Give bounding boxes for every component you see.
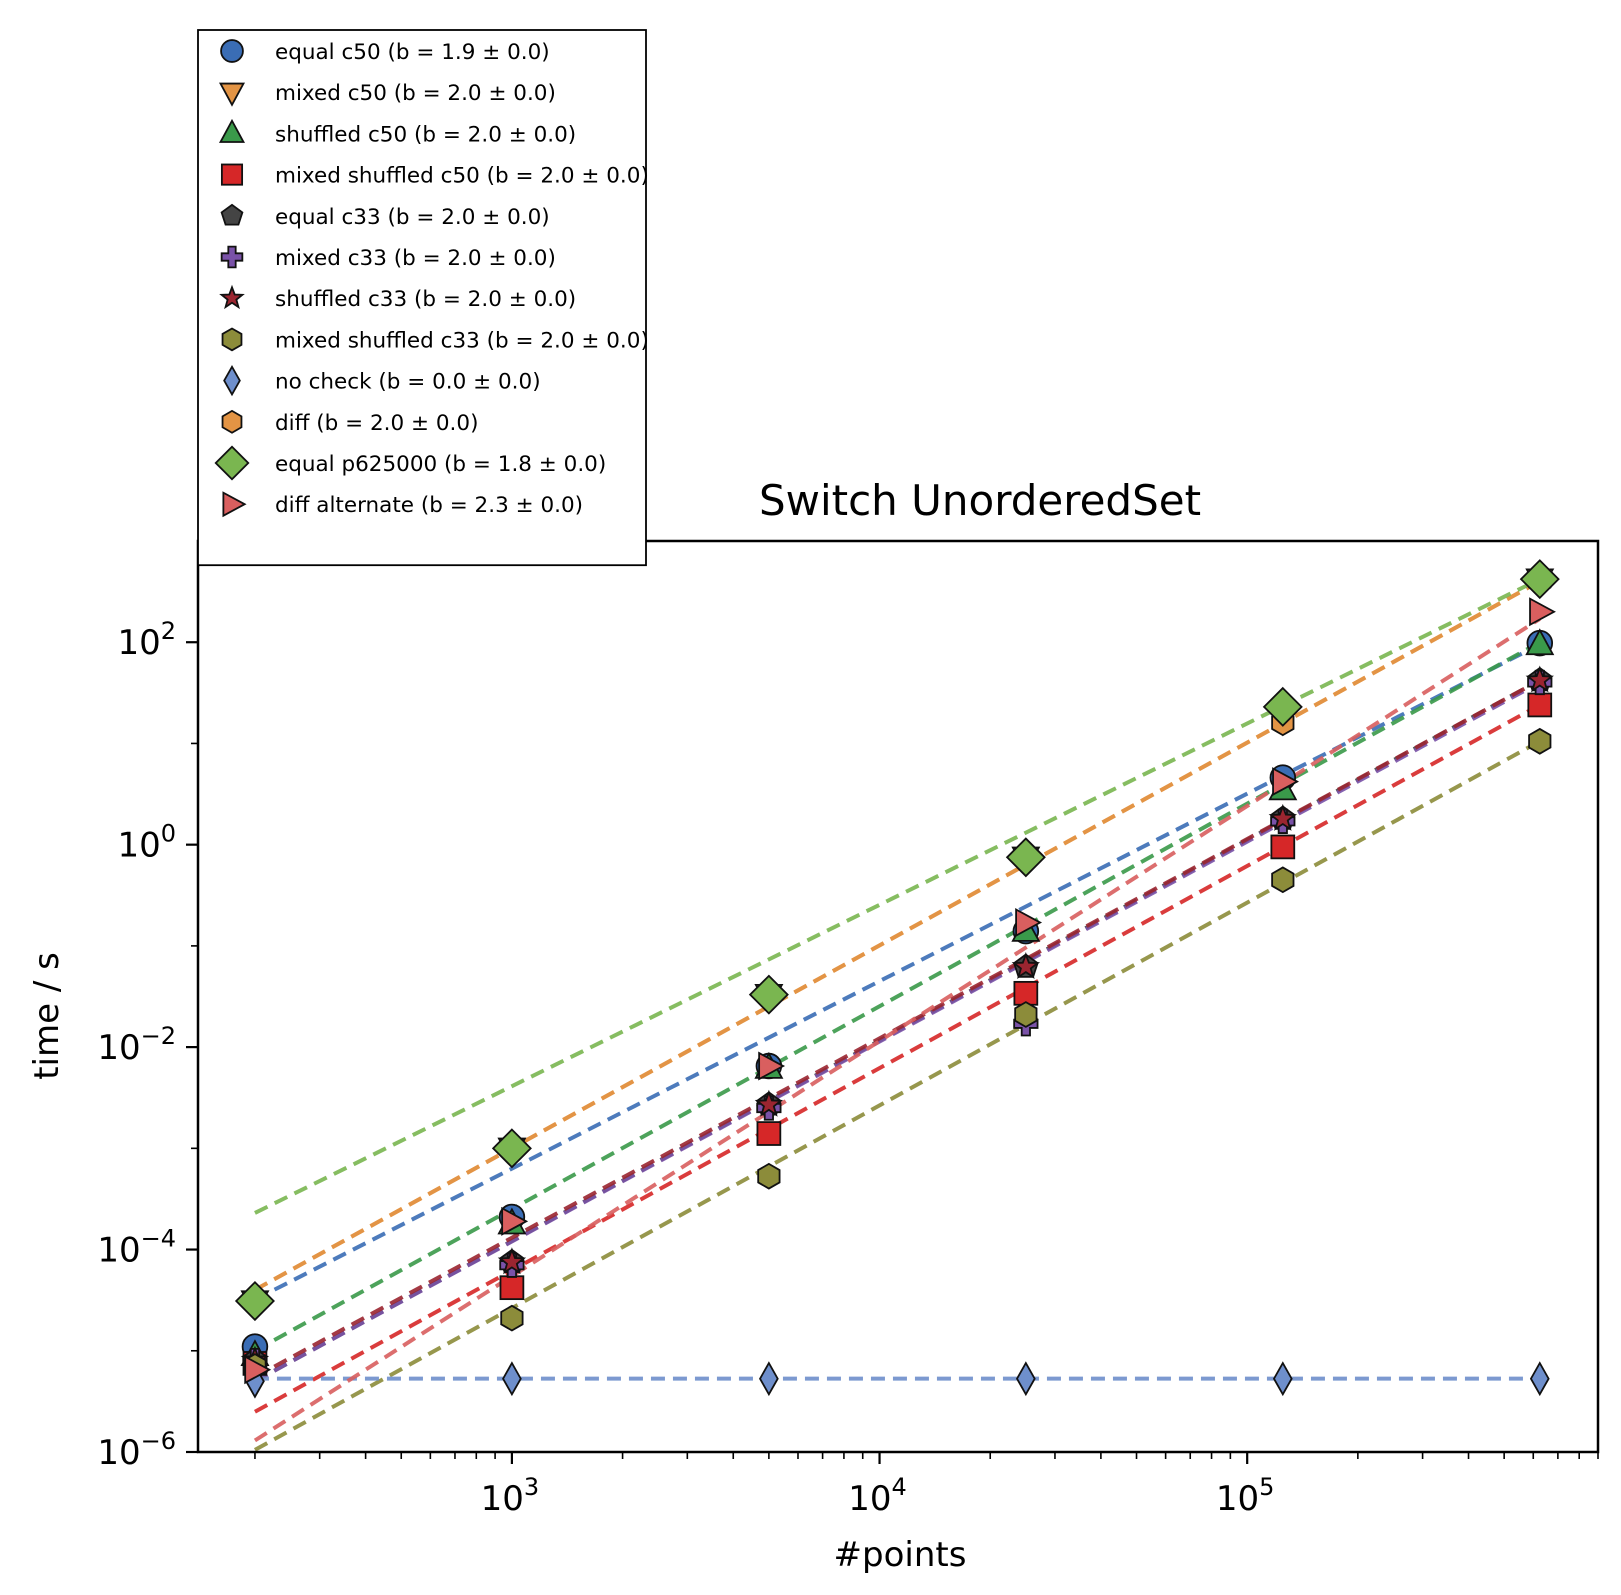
data-point-s4-3 xyxy=(756,1121,782,1146)
data-point-s9-5 xyxy=(1272,1361,1293,1397)
legend-entry-2: mixed c50 (b = 2.0 ± 0.0) xyxy=(275,81,556,106)
data-point-s12-1 xyxy=(244,1355,272,1385)
legend-entry-11: equal p625000 (b = 1.8 ± 0.0) xyxy=(275,452,606,477)
data-point-s9-4 xyxy=(1015,1361,1036,1397)
data-point-s7-6 xyxy=(1525,665,1554,693)
legend-frame xyxy=(197,29,647,567)
legend-entry-4: mixed shuffled c50 (b = 2.0 ± 0.0) xyxy=(275,164,649,189)
data-point-s9-2 xyxy=(502,1361,522,1397)
data-point-s8-2 xyxy=(500,1304,524,1332)
data-point-s8-5 xyxy=(1271,866,1295,894)
legend-entry-8: mixed shuffled c33 (b = 2.0 ± 0.0) xyxy=(275,328,649,353)
legend-marker-3 xyxy=(218,118,246,143)
legend-marker-1 xyxy=(220,39,244,63)
legend-marker-11 xyxy=(214,445,250,481)
fit-line-1 xyxy=(254,642,1541,1302)
data-point-s11-4 xyxy=(1005,837,1046,878)
legend-entry-9: no check (b = 0.0 ± 0.0) xyxy=(275,370,541,395)
y-tick-label-4: 100 xyxy=(117,820,176,866)
fit-line-3 xyxy=(253,640,1541,1353)
chart-title: Switch UnorderedSet xyxy=(759,476,1201,525)
data-point-s8-3 xyxy=(757,1162,781,1190)
data-point-s9-3 xyxy=(759,1361,779,1397)
y-tick-label-1: 10−6 xyxy=(97,1427,176,1473)
legend-marker-5 xyxy=(220,203,244,226)
legend-entry-6: mixed c33 (b = 2.0 ± 0.0) xyxy=(275,246,556,271)
data-point-s11-6 xyxy=(1519,559,1560,600)
data-markers xyxy=(234,559,1560,1399)
fit-line-4 xyxy=(253,703,1541,1414)
y-axis-label: time / s xyxy=(27,952,67,1080)
legend-entry-5: equal c33 (b = 2.0 ± 0.0) xyxy=(275,205,550,230)
legend-marker-10 xyxy=(221,409,243,434)
data-point-s3-6 xyxy=(1525,628,1555,656)
data-point-s7-4 xyxy=(1011,951,1041,979)
data-point-s12-2 xyxy=(501,1206,529,1236)
legend-entry-12: diff alternate (b = 2.3 ± 0.0) xyxy=(275,493,583,518)
data-point-s11-1 xyxy=(234,1281,275,1322)
legend-marker-4 xyxy=(220,163,244,186)
fit-line-11 xyxy=(254,577,1541,1215)
data-point-s4-5 xyxy=(1270,834,1296,860)
legend-marker-6 xyxy=(220,245,244,269)
data-point-s12-5 xyxy=(1272,767,1300,797)
y-tick-label-2: 10−4 xyxy=(97,1225,176,1271)
x-tick-label-1: 103 xyxy=(481,1473,540,1519)
data-point-s7-3 xyxy=(754,1089,784,1117)
legend-entry-7: shuffled c33 (b = 2.0 ± 0.0) xyxy=(275,287,576,312)
x-axis-label: #points xyxy=(834,1535,967,1575)
data-point-s7-5 xyxy=(1268,803,1297,831)
y-tick-label-3: 10−2 xyxy=(97,1022,176,1068)
data-point-s8-4 xyxy=(1014,1001,1038,1028)
fit-line-10 xyxy=(253,579,1541,1292)
data-point-s11-2 xyxy=(491,1128,532,1169)
y-tick-label-5: 102 xyxy=(117,617,176,663)
data-point-s4-2 xyxy=(499,1275,525,1301)
x-tick-label-3: 105 xyxy=(1216,1473,1275,1519)
legend-marker-7 xyxy=(219,284,245,310)
data-point-s7-2 xyxy=(497,1247,527,1275)
data-point-s11-3 xyxy=(748,974,789,1015)
data-point-s9-6 xyxy=(1529,1361,1550,1397)
fit-line-8 xyxy=(253,739,1541,1452)
data-point-s11-5 xyxy=(1262,686,1303,727)
legend-entry-1: equal c50 (b = 1.9 ± 0.0) xyxy=(275,40,550,65)
legend-marker-9 xyxy=(223,364,241,397)
plot-axes: 103 104 105 10−6 10−4 10−2 100 102 xyxy=(97,539,1600,1519)
fit-line-7 xyxy=(253,678,1541,1379)
legend-marker-8 xyxy=(221,327,243,352)
plot-frame xyxy=(196,539,1600,1454)
fit-line-12 xyxy=(253,617,1541,1443)
data-point-s12-6 xyxy=(1529,597,1556,627)
legend-marker-2 xyxy=(218,82,246,107)
x-tick-label-2: 104 xyxy=(848,1473,907,1519)
legend-marker-12 xyxy=(222,491,247,518)
legend: equal c50 (b = 1.9 ± 0.0) mixed c50 (b = … xyxy=(197,29,649,567)
data-point-s4-6 xyxy=(1527,692,1553,718)
data-point-s12-3 xyxy=(758,1051,786,1081)
legend-entry-10: diff (b = 2.0 ± 0.0) xyxy=(275,411,478,436)
data-point-s8-6 xyxy=(1528,727,1552,755)
fit-lines xyxy=(253,577,1541,1452)
data-point-s12-4 xyxy=(1015,908,1043,938)
legend-entry-3: shuffled c50 (b = 2.0 ± 0.0) xyxy=(275,122,576,147)
